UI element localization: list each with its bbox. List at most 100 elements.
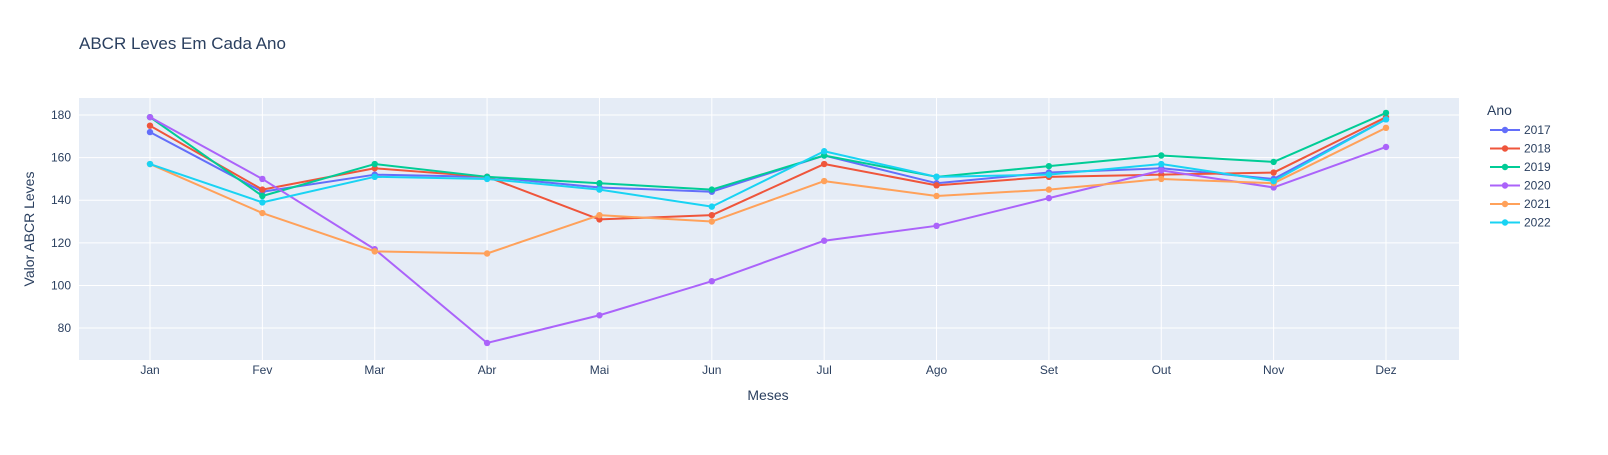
series-layer: [146, 109, 1390, 347]
data-point[interactable]: [1045, 162, 1053, 170]
y-tick-label: 80: [58, 321, 72, 335]
data-point[interactable]: [1270, 158, 1277, 166]
x-tick-label: Ago: [926, 363, 948, 377]
legend-swatch-marker: [1501, 163, 1509, 171]
data-point[interactable]: [596, 186, 603, 193]
data-point[interactable]: [483, 175, 491, 183]
data-point[interactable]: [933, 182, 940, 189]
data-point[interactable]: [483, 250, 491, 257]
legend-item-2017[interactable]: 2017: [1490, 123, 1551, 137]
legend-swatch-marker: [1501, 145, 1509, 152]
x-tick-label: Set: [1040, 363, 1059, 377]
series-line: [149, 111, 1387, 197]
data-point[interactable]: [1045, 186, 1053, 193]
series-line: [149, 118, 1387, 193]
data-point[interactable]: [1158, 175, 1165, 183]
data-point[interactable]: [708, 277, 716, 285]
data-point[interactable]: [820, 177, 828, 185]
legend-swatch-marker: [1501, 126, 1509, 134]
data-point[interactable]: [371, 248, 378, 255]
data-point[interactable]: [1045, 171, 1053, 178]
legend-label: 2022: [1524, 216, 1551, 230]
data-point[interactable]: [820, 148, 828, 155]
data-point[interactable]: [1158, 167, 1165, 174]
data-point[interactable]: [1270, 169, 1277, 176]
data-point[interactable]: [596, 211, 603, 219]
data-point[interactable]: [259, 199, 266, 206]
x-tick-label: Fev: [252, 363, 272, 377]
data-point[interactable]: [146, 128, 154, 136]
data-point[interactable]: [371, 160, 378, 168]
x-axis-ticks: Jan Fev Mar Abr Mai Jun Jul Ago Set Out Nov Dez: [140, 363, 1396, 377]
chart-title: ABCR Leves Em Cada Ano: [79, 34, 286, 53]
x-tick-label: Mar: [364, 363, 385, 377]
series-line: [149, 118, 1387, 208]
data-point[interactable]: [596, 180, 603, 187]
data-point[interactable]: [596, 312, 603, 319]
data-point[interactable]: [259, 175, 266, 183]
data-point[interactable]: [1158, 152, 1165, 159]
data-point[interactable]: [708, 186, 716, 193]
data-point[interactable]: [933, 173, 940, 181]
data-point[interactable]: [1382, 116, 1390, 123]
x-tick-label: Jul: [817, 363, 832, 377]
legend-label: 2018: [1524, 142, 1551, 156]
legend: Ano 2017 2018 2019 2020 2021 2022: [1487, 102, 1551, 230]
plot-area: [79, 98, 1459, 360]
legend-label: 2020: [1524, 179, 1551, 193]
x-tick-label: Dez: [1375, 363, 1396, 377]
series-line: [149, 126, 1387, 255]
y-tick-label: 180: [51, 108, 71, 122]
y-axis-ticks: 80 100 120 140 160 180: [51, 108, 71, 335]
series-line: [149, 116, 1387, 221]
data-point[interactable]: [371, 173, 378, 181]
data-point[interactable]: [146, 113, 154, 121]
data-point[interactable]: [1382, 124, 1390, 132]
data-point[interactable]: [259, 192, 266, 200]
legend-item-2020[interactable]: 2020: [1490, 179, 1551, 193]
data-point[interactable]: [146, 122, 154, 129]
data-point[interactable]: [1158, 160, 1165, 168]
legend-label: 2021: [1524, 197, 1551, 211]
legend-item-2022[interactable]: 2022: [1490, 216, 1551, 230]
data-point[interactable]: [1045, 194, 1053, 202]
y-tick-label: 100: [51, 278, 71, 292]
data-point[interactable]: [820, 160, 828, 168]
x-tick-label: Mai: [590, 363, 609, 377]
data-point[interactable]: [1270, 177, 1277, 185]
series-line: [149, 116, 1387, 344]
data-point[interactable]: [933, 192, 940, 200]
legend-item-2018[interactable]: 2018: [1490, 142, 1551, 156]
data-point[interactable]: [259, 186, 266, 193]
legend-swatch-marker: [1501, 219, 1509, 226]
legend-label: 2019: [1524, 160, 1551, 174]
x-tick-label: Abr: [478, 363, 497, 377]
data-point[interactable]: [1382, 109, 1390, 117]
x-tick-label: Jun: [702, 363, 721, 377]
data-point[interactable]: [933, 222, 940, 230]
legend-item-2019[interactable]: 2019: [1490, 160, 1551, 174]
legend-swatch-marker: [1501, 200, 1509, 208]
x-tick-label: Jan: [140, 363, 159, 377]
y-tick-label: 140: [51, 193, 71, 207]
data-point[interactable]: [1382, 143, 1390, 151]
data-point[interactable]: [708, 211, 716, 219]
data-point[interactable]: [708, 203, 716, 210]
x-axis-label: Meses: [747, 387, 788, 403]
x-tick-label: Nov: [1263, 363, 1284, 377]
data-point[interactable]: [708, 218, 716, 225]
y-tick-label: 160: [51, 151, 71, 165]
x-tick-label: Out: [1152, 363, 1172, 377]
data-point[interactable]: [259, 209, 266, 217]
series-2020: [146, 113, 1390, 347]
legend-title: Ano: [1487, 102, 1512, 118]
data-point[interactable]: [146, 160, 154, 168]
legend-swatch-marker: [1501, 182, 1509, 189]
data-point[interactable]: [483, 339, 491, 347]
legend-item-2021[interactable]: 2021: [1490, 197, 1551, 211]
series-2022: [146, 116, 1390, 210]
data-point[interactable]: [820, 237, 828, 244]
legend-label: 2017: [1524, 123, 1551, 137]
